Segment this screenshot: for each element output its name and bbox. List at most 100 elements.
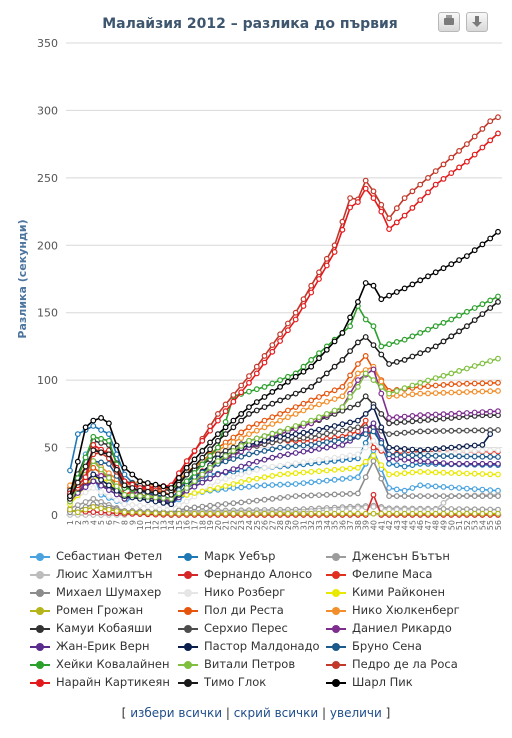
data-point (355, 424, 361, 431)
data-point (417, 452, 424, 459)
data-point (386, 292, 393, 299)
legend-item[interactable]: Люис Хамилтън (30, 567, 180, 584)
print-button[interactable] (438, 12, 460, 32)
data-point (471, 510, 478, 517)
data-point (316, 350, 322, 357)
legend-item[interactable]: Кими Райконен (326, 585, 476, 602)
data-point (246, 483, 252, 490)
data-point (300, 363, 307, 370)
legend-item[interactable]: Дженсън Бътън (326, 549, 476, 566)
data-point (456, 147, 463, 154)
data-point (292, 404, 299, 411)
data-point (331, 396, 338, 402)
legend-item[interactable]: Витали Петров (178, 657, 328, 674)
data-point (425, 417, 431, 423)
data-point (393, 430, 400, 437)
legend-item[interactable]: Педро де ла Роса (326, 657, 476, 674)
data-point (74, 479, 81, 486)
legend-item[interactable]: Фернандо Алонсо (178, 567, 328, 584)
legend-item[interactable]: Тимо Глок (178, 675, 328, 692)
data-point (417, 277, 424, 284)
data-point (425, 326, 431, 333)
x-tick-label: 41 (377, 520, 386, 530)
data-point (246, 404, 252, 411)
data-point (440, 484, 447, 490)
data-point (440, 500, 447, 506)
data-point (440, 372, 447, 379)
legend-item[interactable]: Марк Уебър (178, 549, 328, 566)
data-point (292, 431, 299, 438)
x-tick-label: 32 (307, 520, 316, 530)
legend-item[interactable]: Шарл Пик (326, 675, 476, 692)
data-point (292, 493, 299, 500)
data-point (471, 409, 478, 416)
data-point (456, 470, 463, 477)
data-point (246, 460, 252, 467)
legend-item[interactable]: Пастор Малдонадо (178, 639, 328, 656)
data-point (183, 510, 190, 517)
data-point (448, 444, 455, 451)
data-point (238, 484, 245, 491)
data-point (129, 492, 136, 499)
legend-item[interactable]: Камуи Кобаяши (30, 621, 180, 638)
data-point (308, 433, 315, 440)
legend-item[interactable]: Михаел Шумахер (30, 585, 180, 602)
data-point (238, 417, 245, 424)
x-tick-label: 4 (89, 520, 98, 525)
data-point (456, 510, 463, 517)
data-point (362, 510, 369, 517)
hide-all-link[interactable]: скрий всички (233, 706, 319, 720)
data-point (285, 444, 291, 450)
data-point (82, 463, 89, 470)
data-point (393, 462, 400, 469)
data-point (277, 444, 284, 451)
legend-item[interactable]: Нико Хюлкенберг (326, 603, 476, 620)
zoom-link[interactable]: увеличи (329, 706, 382, 720)
legend-item[interactable]: Даниел Рикардо (326, 621, 476, 638)
export-button[interactable] (466, 12, 488, 32)
data-point (378, 343, 385, 350)
legend-item[interactable]: Жан-Ерик Верн (30, 639, 180, 656)
data-point (386, 390, 393, 397)
legend-item[interactable]: Хейки Ковалайнен (30, 657, 180, 674)
legend-item[interactable]: Нико Розберг (178, 585, 328, 602)
data-point (300, 420, 307, 427)
data-point (479, 447, 486, 454)
data-point (105, 487, 112, 494)
legend-item[interactable]: Фелипе Маса (326, 567, 476, 584)
printer-icon (444, 15, 454, 25)
data-point (495, 388, 501, 394)
data-point (269, 446, 276, 453)
data-point (285, 320, 291, 327)
data-point (495, 493, 501, 500)
legend-item[interactable]: Ромен Грожан (30, 603, 180, 620)
data-point (331, 466, 338, 473)
data-point (199, 471, 206, 478)
legend-item[interactable]: Бруно Сена (326, 639, 476, 656)
data-point (98, 505, 104, 512)
data-point (339, 436, 346, 443)
select-all-link[interactable]: избери всички (130, 706, 222, 720)
data-point (191, 470, 198, 476)
data-point (90, 464, 97, 471)
legend-item[interactable]: Серхио Перес (178, 621, 328, 638)
data-point (300, 492, 307, 499)
data-point (113, 442, 120, 449)
data-point (222, 476, 229, 482)
legend-item[interactable]: Себастиан Фетел (30, 549, 180, 566)
data-point (425, 452, 431, 459)
legend-label: Михаел Шумахер (56, 585, 162, 599)
data-point (160, 490, 167, 497)
data-point (67, 493, 73, 500)
data-point (246, 379, 252, 386)
legend-marker-icon (30, 624, 50, 634)
data-point (440, 510, 447, 517)
x-tick-label: 2 (74, 520, 83, 525)
data-point (487, 380, 494, 387)
data-point (440, 493, 447, 500)
legend-item[interactable]: Нарайн Картикеян (30, 675, 180, 692)
y-tick-label: 300 (37, 104, 58, 117)
data-point (347, 505, 354, 512)
legend-item[interactable]: Пол ди Реста (178, 603, 328, 620)
data-point (246, 388, 252, 395)
